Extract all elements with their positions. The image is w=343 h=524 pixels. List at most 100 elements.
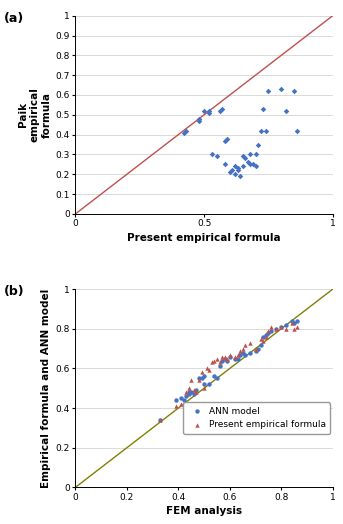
Present empirical formula: [292, 324, 297, 333]
Present empirical formula: [222, 352, 227, 361]
Present empirical formula: [237, 346, 243, 355]
Point: [222, 136, 227, 145]
Point: [248, 150, 253, 159]
Point: [240, 152, 246, 160]
Point: [284, 107, 289, 115]
ANN model: [189, 388, 194, 396]
Present empirical formula: [227, 351, 233, 359]
ANN model: [263, 331, 269, 339]
Point: [237, 172, 243, 180]
ANN model: [268, 326, 274, 335]
Point: [248, 160, 253, 169]
Point: [250, 160, 256, 169]
Point: [253, 162, 258, 170]
ANN model: [191, 390, 197, 398]
ANN model: [258, 341, 263, 349]
Present empirical formula: [294, 323, 299, 331]
Point: [201, 107, 207, 115]
ANN model: [217, 362, 222, 370]
Text: (b): (b): [3, 285, 24, 298]
ANN model: [265, 329, 271, 337]
Point: [222, 160, 227, 169]
Present empirical formula: [273, 324, 279, 333]
Present empirical formula: [212, 356, 217, 365]
Point: [196, 116, 202, 125]
ANN model: [201, 380, 207, 388]
Present empirical formula: [157, 416, 163, 424]
ANN model: [243, 351, 248, 359]
Present empirical formula: [258, 334, 263, 343]
Present empirical formula: [217, 358, 222, 367]
ANN model: [284, 321, 289, 329]
Present empirical formula: [240, 344, 246, 353]
ANN model: [253, 346, 258, 355]
Present empirical formula: [193, 388, 199, 396]
Present empirical formula: [261, 336, 266, 345]
ANN model: [181, 396, 186, 405]
Point: [224, 134, 230, 143]
Present empirical formula: [268, 323, 274, 331]
Point: [235, 166, 240, 174]
X-axis label: FEM analysis: FEM analysis: [166, 506, 242, 516]
ANN model: [227, 352, 233, 361]
Point: [243, 154, 248, 162]
ANN model: [261, 333, 266, 341]
ANN model: [255, 344, 261, 353]
ANN model: [222, 354, 227, 363]
Point: [240, 162, 246, 170]
Present empirical formula: [224, 354, 230, 363]
Present empirical formula: [206, 366, 212, 375]
Present empirical formula: [232, 352, 238, 361]
ANN model: [232, 354, 238, 363]
ANN model: [248, 348, 253, 357]
ANN model: [240, 348, 246, 357]
Present empirical formula: [263, 333, 269, 341]
ANN model: [199, 374, 204, 383]
ANN model: [157, 416, 163, 424]
Present empirical formula: [199, 368, 204, 377]
ANN model: [235, 354, 240, 363]
Present empirical formula: [289, 319, 294, 327]
ANN model: [214, 374, 220, 383]
Point: [183, 126, 189, 135]
Text: (a): (a): [3, 12, 24, 25]
Point: [279, 85, 284, 93]
X-axis label: Present empirical formula: Present empirical formula: [127, 233, 281, 243]
Point: [263, 126, 269, 135]
Present empirical formula: [279, 323, 284, 331]
ANN model: [186, 390, 191, 398]
Y-axis label: Empirical formula and ANN model: Empirical formula and ANN model: [42, 289, 51, 488]
Point: [214, 152, 220, 160]
ANN model: [273, 324, 279, 333]
Present empirical formula: [235, 351, 240, 359]
Present empirical formula: [173, 402, 178, 410]
Point: [235, 164, 240, 172]
Present empirical formula: [186, 384, 191, 392]
ANN model: [237, 351, 243, 359]
ANN model: [224, 356, 230, 365]
ANN model: [178, 394, 184, 402]
Present empirical formula: [243, 341, 248, 349]
ANN model: [212, 372, 217, 380]
Legend: ANN model, Present empirical formula: ANN model, Present empirical formula: [184, 402, 330, 434]
Present empirical formula: [220, 352, 225, 361]
Point: [227, 168, 233, 177]
Present empirical formula: [201, 384, 207, 392]
Present empirical formula: [253, 344, 258, 353]
Present empirical formula: [214, 354, 220, 363]
Y-axis label: Paik
empirical
formula: Paik empirical formula: [18, 88, 51, 142]
Point: [265, 87, 271, 95]
Present empirical formula: [284, 324, 289, 333]
Present empirical formula: [189, 376, 194, 385]
Point: [255, 140, 261, 149]
Point: [232, 162, 238, 170]
Present empirical formula: [204, 364, 209, 373]
Point: [261, 105, 266, 113]
Present empirical formula: [265, 326, 271, 335]
ANN model: [186, 388, 191, 396]
Point: [294, 126, 299, 135]
ANN model: [279, 323, 284, 331]
Present empirical formula: [183, 388, 189, 396]
ANN model: [289, 316, 294, 325]
ANN model: [294, 316, 299, 325]
